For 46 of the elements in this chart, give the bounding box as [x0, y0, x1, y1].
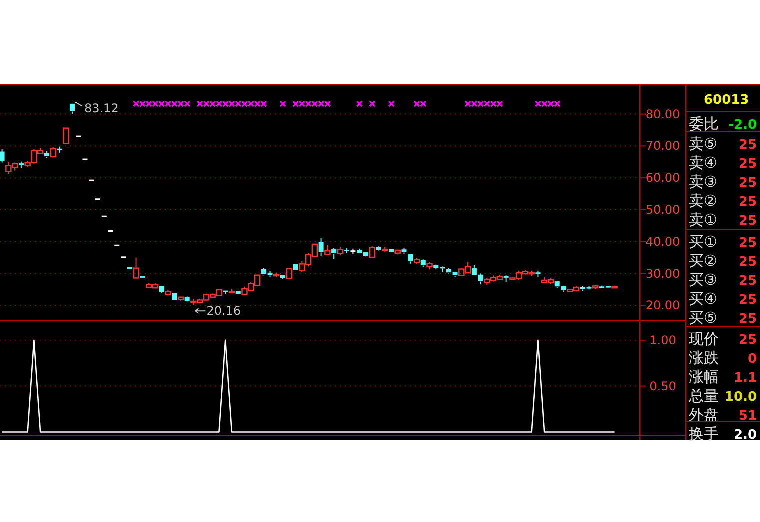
y-tick-label: 70.00	[646, 139, 680, 154]
text: 买④	[689, 290, 718, 308]
text: 卖④	[689, 154, 718, 172]
text: 25	[738, 274, 757, 289]
text: 买②	[689, 252, 718, 270]
text: 25	[738, 312, 757, 327]
text: 换手	[689, 425, 719, 443]
text: 买⑤	[689, 309, 718, 327]
y-tick-label: 30.00	[646, 266, 680, 281]
y-tick-label: 60.00	[646, 171, 680, 186]
text: 现价	[689, 330, 719, 348]
text: 买①	[689, 233, 718, 251]
text: 卖②	[689, 192, 718, 210]
text: 1.1	[734, 371, 757, 386]
text: 买③	[689, 271, 718, 289]
text: 10.0	[724, 390, 757, 405]
text: 卖⑤	[689, 135, 718, 153]
annotation: 83.12	[84, 101, 119, 116]
text: 51	[738, 409, 757, 424]
text: 25	[738, 333, 757, 348]
text: 25	[738, 176, 757, 191]
text: 25	[738, 255, 757, 270]
text: 卖③	[689, 173, 718, 191]
text: 25	[738, 195, 757, 210]
annotation: 20.16	[206, 304, 242, 318]
text: 25	[738, 138, 757, 153]
text: 2.0	[734, 428, 757, 443]
y-tick-label: 20.00	[646, 298, 680, 313]
text: 25	[738, 293, 757, 308]
y-tick-label: 80.00	[646, 107, 680, 122]
text: 外盘	[689, 406, 719, 424]
y-tick-label: 40.00	[646, 234, 680, 249]
text: 卖①	[689, 211, 718, 229]
text: -2.0	[728, 118, 757, 133]
text: 25	[738, 157, 757, 172]
text: 0	[748, 352, 757, 367]
text: 涨跌	[689, 349, 719, 367]
text: 25	[738, 214, 757, 229]
y-tick-label: 50.00	[646, 202, 680, 217]
text: 委比	[689, 115, 719, 133]
text: 60013	[704, 93, 750, 108]
y-tick-label: 0.50	[650, 379, 676, 394]
text: 总量	[688, 387, 719, 405]
y-tick-label: 1.00	[650, 333, 676, 348]
text: 25	[738, 236, 757, 251]
text: 涨幅	[689, 368, 719, 386]
